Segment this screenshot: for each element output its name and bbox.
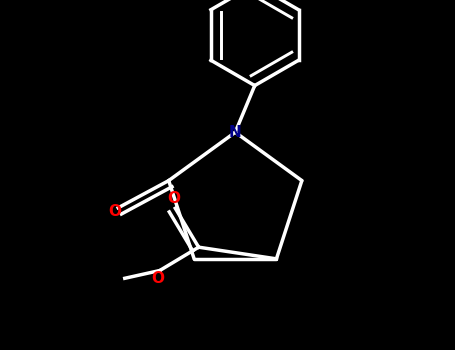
Text: O: O	[108, 204, 121, 219]
Text: N: N	[229, 125, 242, 140]
Text: O: O	[167, 191, 180, 206]
Text: O: O	[152, 271, 164, 286]
